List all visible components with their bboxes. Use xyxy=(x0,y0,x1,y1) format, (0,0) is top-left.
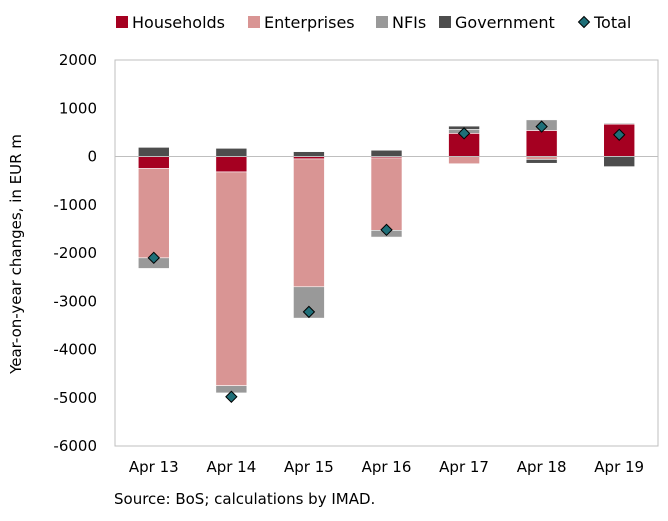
legend-swatch-households xyxy=(116,16,128,28)
x-tick-label: Apr 16 xyxy=(362,458,412,476)
x-tick-label: Apr 19 xyxy=(594,458,644,476)
bar-segment-government xyxy=(215,147,248,157)
bar-segment-households xyxy=(525,130,558,157)
total-marker xyxy=(302,305,316,319)
source-note: Source: BoS; calculations by IMAD. xyxy=(114,490,376,508)
bar-segment-government xyxy=(525,159,558,164)
y-tick-label: -1000 xyxy=(53,196,97,214)
x-tick-label: Apr 15 xyxy=(284,458,334,476)
plot-frame xyxy=(114,59,659,447)
y-tick-label: -3000 xyxy=(53,292,97,310)
bar-segment-enterprises xyxy=(448,156,480,165)
total-marker xyxy=(613,128,626,141)
y-tick-label: -6000 xyxy=(53,437,97,455)
bar-segment-nfis xyxy=(603,122,636,125)
total-marker xyxy=(147,251,160,265)
legend: Households Enterprises NFIs Government Total xyxy=(116,13,631,32)
legend-swatch-enterprises xyxy=(248,16,260,28)
x-tick-label: Apr 17 xyxy=(439,458,489,476)
x-axis: Apr 13 Apr 14 Apr 15 Apr 16 Apr 17 Apr 18 Apr … xyxy=(129,458,644,476)
legend-swatch-total xyxy=(577,15,591,29)
total-marker xyxy=(457,127,471,140)
bar-segment-government xyxy=(603,156,636,167)
y-tick-label: 2000 xyxy=(59,51,97,69)
y-tick-label: -4000 xyxy=(53,341,97,359)
bar-segment-government xyxy=(370,149,403,157)
bar-segment-enterprises xyxy=(293,158,325,288)
x-tick-label: Apr 13 xyxy=(129,458,179,476)
legend-swatch-government xyxy=(439,16,451,28)
y-tick-label: -2000 xyxy=(53,244,97,262)
total-marker xyxy=(380,223,393,237)
y-tick-label: -5000 xyxy=(53,389,97,407)
bar-segment-households xyxy=(215,156,248,173)
legend-label: Government xyxy=(455,13,555,32)
y-axis-label: Year-on-year changes, in EUR m xyxy=(7,134,25,375)
bars xyxy=(115,119,658,394)
y-tick-label: 0 xyxy=(87,148,97,166)
bar-segment-government xyxy=(137,147,170,157)
x-tick-label: Apr 18 xyxy=(517,458,567,476)
y-tick-label: 1000 xyxy=(59,99,97,117)
legend-swatch-nfis xyxy=(376,16,388,28)
total-markers xyxy=(147,120,626,403)
legend-label: Households xyxy=(132,13,225,32)
bar-segment-government xyxy=(293,151,325,157)
total-marker xyxy=(225,390,238,403)
y-axis: 2000 1000 0 -1000 -2000 -3000 -4000 -5000 -6000 xyxy=(53,51,659,455)
legend-label: NFIs xyxy=(392,13,426,32)
bar-segment-enterprises xyxy=(215,171,248,386)
legend-label: Enterprises xyxy=(264,13,355,32)
x-tick-label: Apr 14 xyxy=(206,458,256,476)
legend-label: Total xyxy=(593,13,631,32)
total-marker xyxy=(535,120,548,133)
bar-segment-enterprises xyxy=(137,168,170,259)
bar-segment-households xyxy=(137,156,170,169)
bar-segment-enterprises xyxy=(370,157,403,231)
